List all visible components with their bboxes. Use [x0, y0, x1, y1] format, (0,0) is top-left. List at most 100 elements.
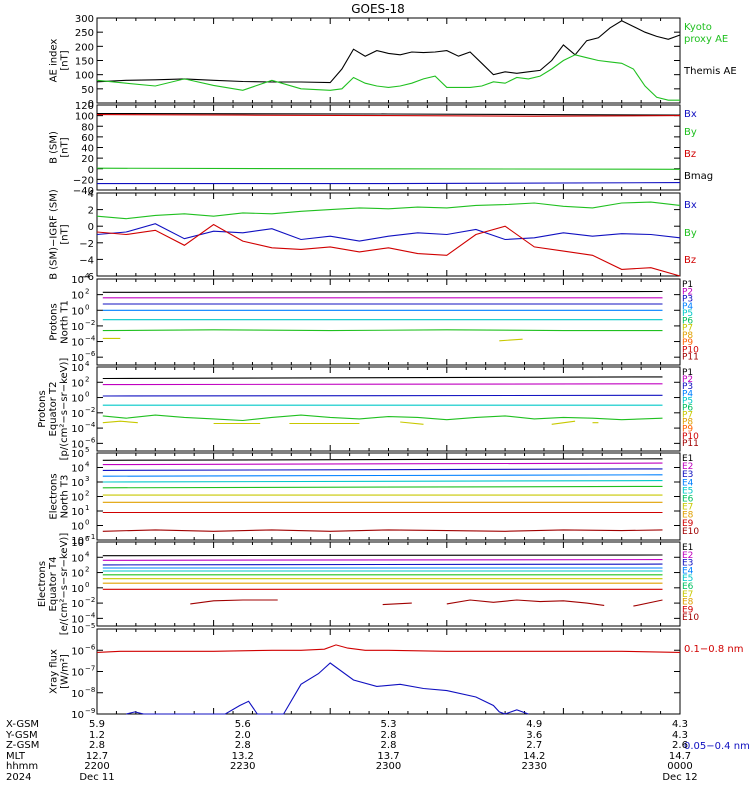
- y-tick-exponent: 4: [85, 550, 90, 558]
- y-tick-base: 10: [71, 507, 84, 518]
- y-axis-label: [nT]: [60, 224, 71, 244]
- y-tick-label: 10: [71, 394, 84, 405]
- legend-entry: P4: [682, 389, 693, 399]
- legend-entry: E7: [682, 503, 693, 513]
- series-line-bsm-2: [96, 167, 681, 170]
- chart-title: GOES-18: [351, 2, 405, 16]
- y-axis-label: B (SM)−IGRF (SM): [49, 189, 60, 280]
- y-axis-label: North T1: [60, 300, 71, 344]
- y-tick-exponent: 0: [85, 581, 89, 589]
- y-tick-label: 4: [88, 189, 94, 200]
- legend-entry: 0.05−0.4 nm: [684, 741, 750, 752]
- legend-entry: P11: [682, 353, 699, 363]
- y-tick-base: 10: [71, 553, 84, 564]
- legend-entry: E6: [682, 582, 694, 592]
- y-tick-label: 40: [81, 144, 94, 155]
- ephemeris-row-label: Z-GSM: [6, 740, 39, 751]
- ephemeris-value: 2.8: [235, 740, 251, 751]
- y-tick-base: 10: [71, 625, 84, 636]
- y-tick-base: 10: [71, 614, 84, 625]
- series-line-bdiff-2: [96, 223, 681, 277]
- y-tick-label: 10: [71, 464, 84, 475]
- y-tick-exponent: −6: [85, 643, 96, 651]
- series-line-xray-0: [96, 644, 681, 653]
- y-axis-label: [nT]: [60, 137, 71, 157]
- y-axis-label: [e/(cm²−s−sr−keV)]: [59, 533, 70, 636]
- legend-entry: E10: [682, 613, 699, 623]
- legend-entry: P1: [682, 368, 693, 378]
- legend-entry: Bx: [684, 109, 697, 120]
- legend-entry: P9: [682, 425, 693, 435]
- legend-entry: P5: [682, 396, 693, 406]
- y-tick-exponent: −2: [85, 596, 95, 604]
- y-tick-base: 10: [71, 424, 84, 435]
- y-axis-label: Electrons: [37, 561, 48, 607]
- ephemeris-value: 2330: [522, 761, 547, 772]
- ephemeris-value: 1.2: [89, 730, 105, 741]
- ephemeris-value: Dec 12: [662, 772, 697, 783]
- y-tick-label: 10: [71, 710, 84, 721]
- series-line-protons1-5: [102, 329, 663, 332]
- legend-entry: P2: [682, 287, 693, 297]
- y-tick-base: 10: [71, 522, 84, 533]
- panel-frame: [96, 366, 681, 452]
- y-tick-label: −4: [79, 255, 94, 266]
- legend-entry: E4: [682, 478, 694, 488]
- y-axis-label: Electrons: [49, 473, 60, 519]
- legend-entry: E10: [682, 527, 699, 537]
- legend-entry: P5: [682, 309, 693, 319]
- y-tick-label: 20: [81, 154, 94, 165]
- y-tick-label: 60: [81, 133, 94, 144]
- legend-entry: E9: [682, 605, 694, 615]
- legend-entry: Bz: [684, 149, 696, 160]
- legend-entry: P2: [682, 375, 693, 385]
- y-tick-exponent: −4: [85, 611, 96, 619]
- y-tick-label: 200: [75, 42, 94, 53]
- y-tick-base: 10: [71, 378, 84, 389]
- ephemeris-row-label: Y-GSM: [5, 730, 38, 741]
- y-tick-base: 10: [71, 409, 84, 420]
- ephemeris-value: 12.7: [86, 751, 108, 762]
- series-line-bsm-1: [96, 114, 681, 117]
- y-axis-label: Equator T2: [48, 382, 59, 437]
- legend-entry: 0.1−0.8 nm: [684, 644, 743, 655]
- legend-entry: P6: [682, 403, 693, 413]
- y-tick-base: 10: [71, 353, 84, 364]
- y-tick-label: 10: [71, 625, 84, 636]
- legend-entry: P4: [682, 302, 693, 312]
- y-tick-label: 150: [75, 57, 94, 68]
- series-line-ae-1: [96, 54, 680, 101]
- y-tick-exponent: 2: [85, 288, 89, 296]
- y-tick-label: 10: [71, 599, 84, 610]
- panel-frame: [96, 17, 681, 104]
- y-tick-base: 10: [71, 689, 84, 700]
- series-line-electrons1-5: [102, 485, 663, 489]
- y-tick-label: 0: [88, 165, 94, 176]
- y-tick-label: 100: [75, 71, 94, 82]
- y-tick-base: 10: [71, 464, 84, 475]
- panel-frame: [96, 452, 681, 541]
- y-tick-exponent: −2: [85, 319, 95, 327]
- y-tick-label: 100: [75, 112, 94, 123]
- ephemeris-value: 2.8: [381, 740, 397, 751]
- legend-entry: P3: [682, 295, 693, 305]
- y-tick-label: 80: [81, 122, 94, 133]
- y-tick-label: −20: [73, 175, 94, 186]
- y-axis-label: Equator T4: [48, 557, 59, 612]
- legend-entry: By: [684, 228, 697, 239]
- legend-entry: E5: [682, 574, 693, 584]
- ephemeris-value: 2.6: [672, 740, 688, 751]
- legend-entry: P7: [682, 411, 693, 421]
- legend-entry: Kyoto: [684, 22, 712, 33]
- panel-frame: [96, 104, 681, 191]
- y-tick-label: 120: [75, 101, 94, 112]
- panel-frame: [96, 628, 681, 715]
- series-line-electrons1-4: [102, 480, 663, 483]
- y-axis-label: Xray flux: [49, 649, 60, 694]
- series-line-protons2-9: [551, 420, 576, 425]
- y-tick-base: 10: [71, 363, 84, 374]
- ephemeris-value: 14.7: [669, 751, 691, 762]
- ephemeris-value: 2230: [230, 761, 255, 772]
- y-tick-exponent: −1: [85, 533, 95, 541]
